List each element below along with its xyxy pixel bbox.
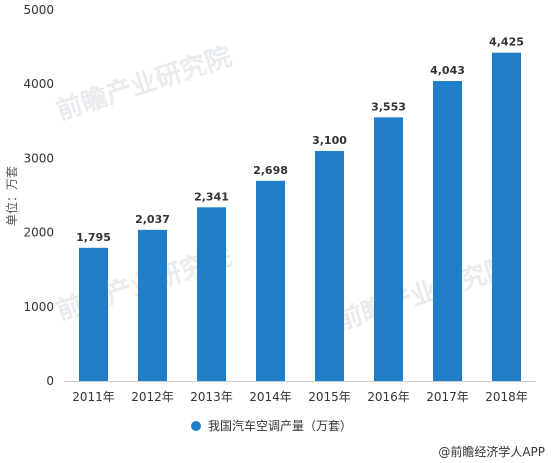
bar [433, 81, 462, 381]
y-tick-label: 2000 [23, 226, 54, 240]
legend-label: 我国汽车空调产量（万套） [208, 418, 352, 433]
x-tick-label: 2016年 [367, 390, 410, 404]
data-label: 3,553 [371, 100, 406, 113]
x-tick-label: 2018年 [485, 390, 528, 404]
y-tick-label: 3000 [23, 151, 54, 165]
bar [315, 150, 344, 381]
x-tick-label: 2012年 [131, 390, 174, 404]
data-label: 3,100 [312, 134, 347, 147]
credit-text: @前瞻经济学人APP [438, 444, 545, 459]
watermark-1: 前瞻产业研究院 [53, 41, 236, 127]
data-label: 1,795 [76, 231, 111, 244]
bar [492, 52, 521, 381]
bar [138, 229, 167, 381]
x-tick-label: 2013年 [190, 390, 233, 404]
legend: 我国汽车空调产量（万套） [191, 418, 352, 433]
watermark-3: 前瞻产业研究院 [333, 251, 516, 337]
bar [256, 180, 285, 381]
y-tick-label: 4000 [23, 77, 54, 91]
y-axis-ticks: 0 1000 2000 3000 4000 5000 [23, 3, 54, 388]
y-axis-label: 单位：万套 [4, 166, 19, 226]
bars [79, 52, 521, 381]
x-tick-label: 2015年 [308, 390, 351, 404]
legend-swatch [191, 421, 201, 431]
x-tick-label: 2017年 [426, 390, 469, 404]
x-tick-label: 2011年 [72, 390, 115, 404]
bar [79, 247, 108, 381]
data-label: 4,425 [489, 36, 524, 49]
data-label: 4,043 [430, 64, 465, 77]
data-label: 2,341 [194, 190, 229, 203]
x-tick-label: 2014年 [249, 390, 292, 404]
data-labels: 1,795 2,037 2,341 2,698 3,100 3,553 4,043 4,425 [76, 36, 524, 244]
y-tick-label: 5000 [23, 3, 54, 17]
bar [197, 207, 226, 381]
bar [374, 117, 403, 381]
y-tick-label: 1000 [23, 300, 54, 314]
y-tick-label: 0 [46, 374, 54, 388]
x-axis-ticks: 2011年 2012年 2013年 2014年 2015年 2016年 2017年 2018年 [72, 390, 528, 404]
data-label: 2,037 [135, 213, 170, 226]
data-label: 2,698 [253, 164, 288, 177]
